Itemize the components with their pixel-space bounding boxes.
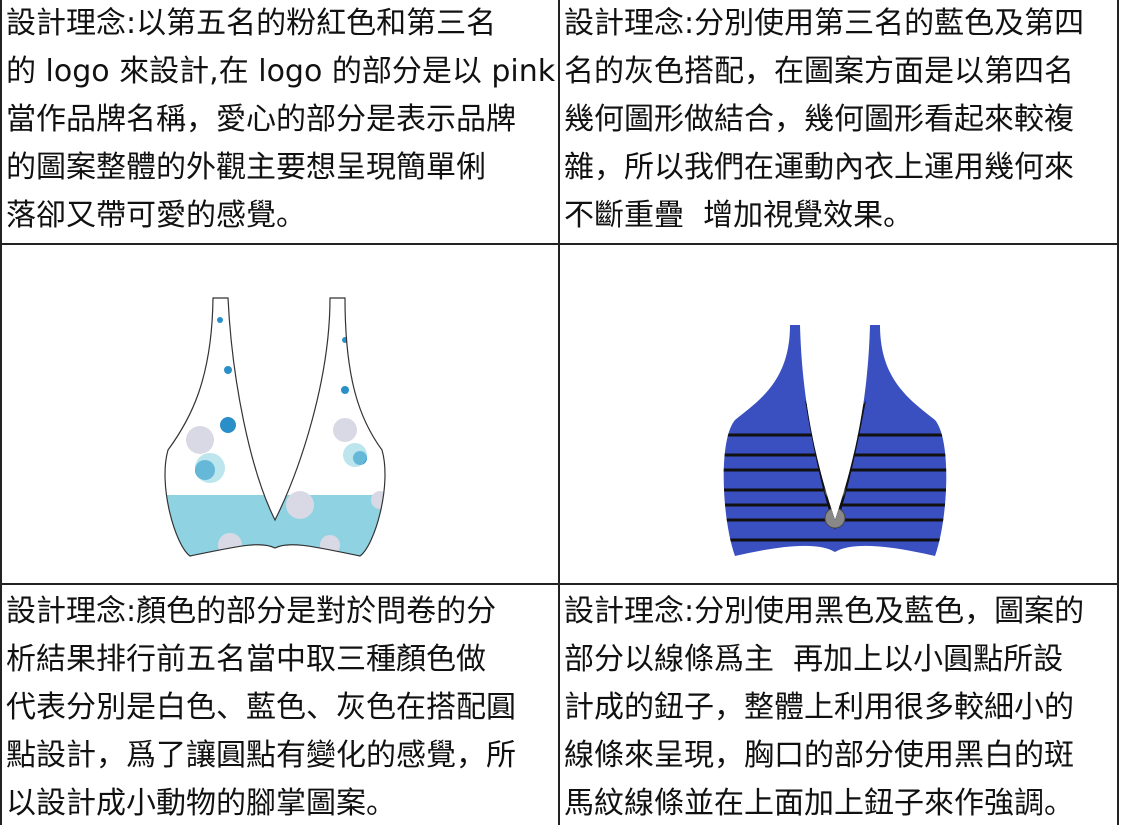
text-line: 代表分別是白色、藍色、灰色在搭配圓 xyxy=(6,690,516,725)
text-line: 設計理念:以第五名的粉紅色和第三名 xyxy=(6,6,497,41)
text-line: 的 logo 來設計,在 logo 的部分是以 pink xyxy=(6,54,556,89)
text-line: 部分以線條爲主 再加上以小圓點所設 xyxy=(564,642,1064,677)
text-line: 析結果排行前五名當中取三種顏色做 xyxy=(6,642,486,677)
text-line: 的圖案整體的外觀主要想呈現簡單俐 xyxy=(6,150,486,185)
text-cell: 設計理念:顏色的部分是對於問卷的分 析結果排行前五名當中取三種顏色做 代表分別是白色… xyxy=(2,588,558,825)
text-line: 設計理念:分別使用黑色及藍色，圖案的 xyxy=(564,594,1085,629)
text-line: 以設計成小動物的腳掌圖案。 xyxy=(6,786,396,821)
table-border xyxy=(0,583,1119,585)
text-line: 當作品牌名稱，愛心的部分是表示品牌 xyxy=(6,102,516,137)
text-cell: 設計理念:分別使用黑色及藍色，圖案的 部分以線條爲主 再加上以小圓點所設 計成的鈕子… xyxy=(560,588,1116,825)
text-cell: 設計理念:分別使用第三名的藍色及第四 名的灰色搭配，在圖案方面是以第四名 幾何圖形做… xyxy=(560,0,1116,240)
text-line: 雜，所以我們在運動內衣上運用幾何來 xyxy=(564,150,1074,185)
text-line: 名的灰色搭配，在圖案方面是以第四名 xyxy=(564,54,1074,89)
text-line: 設計理念:分別使用第三名的藍色及第四 xyxy=(564,6,1085,41)
table-border xyxy=(0,243,1119,245)
text-line: 線條來呈現，胸口的部分使用黑白的斑 xyxy=(564,738,1074,773)
table-border xyxy=(558,0,560,825)
text-cell: 設計理念:以第五名的粉紅色和第三名的 logo 來設計,在 logo 的部分是以… xyxy=(2,0,558,240)
table-border xyxy=(1117,0,1119,825)
text-line: 幾何圖形做結合，幾何圖形看起來較複 xyxy=(564,102,1074,137)
text-line: 不斷重疊 增加視覺效果。 xyxy=(564,198,914,233)
text-line: 點設計，爲了讓圓點有變化的感覺，所 xyxy=(6,738,516,773)
text-line: 計成的鈕子，整體上利用很多較細小的 xyxy=(564,690,1074,725)
table-border xyxy=(0,0,2,825)
text-line: 馬紋線條並在上面加上鈕子來作強調。 xyxy=(564,786,1074,821)
text-line: 設計理念:顏色的部分是對於問卷的分 xyxy=(6,594,497,629)
text-line: 落卻又帶可愛的感覺。 xyxy=(6,198,306,233)
white-bra-illustration xyxy=(164,297,386,557)
blue-bra-illustration xyxy=(723,325,947,556)
